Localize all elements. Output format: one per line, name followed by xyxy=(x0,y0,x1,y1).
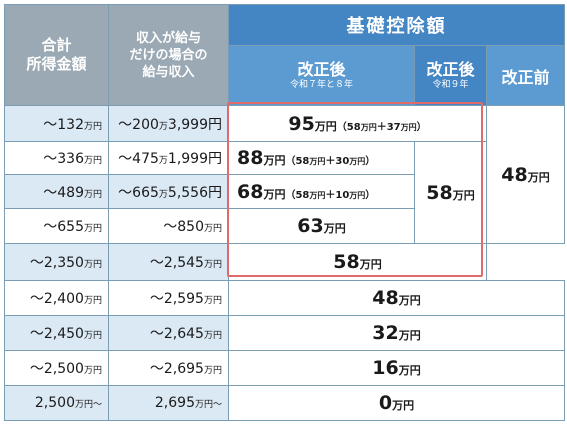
deduction-63: 63万円 xyxy=(228,208,415,245)
table-row: ～489万円 ～665万5,556円 68万円（58万円＋10万円） xyxy=(4,174,565,210)
salary-cell: ～2,695万円 xyxy=(108,349,229,386)
basic-deduction-table: 合計 所得金額 収入が給与 だけの場合の 給与収入 基礎控除額 改正後 令和７年… xyxy=(4,3,566,422)
header-salary-income: 収入が給与 だけの場合の 給与収入 xyxy=(108,3,229,107)
income-cell: ～132万円 xyxy=(4,105,109,143)
income-cell: ～2,400万円 xyxy=(4,279,109,316)
income-cell: ～655万円 xyxy=(4,208,109,245)
deduction-58-wide: 58万円 xyxy=(228,243,487,281)
header-basic-deduction: 基礎控除額 xyxy=(227,3,566,47)
income-cell: ～336万円 xyxy=(4,141,109,176)
table-row: ～132万円 ～200万3,999円 95万円（58万円＋37万円） 48万円 xyxy=(4,105,566,245)
deduction-prev-48: 48万円 xyxy=(485,105,566,245)
income-cell: ～2,450万円 xyxy=(4,314,109,351)
header-row-2: 改正後 令和７年と８年 改正後 令和９年 改正前 xyxy=(5,45,566,107)
header-before: 改正前 xyxy=(485,45,566,107)
table-row: ～2,500万円 ～2,695万円 16万円 xyxy=(4,349,566,386)
deduction-16: 16万円 xyxy=(227,349,566,386)
deduction-0: 0万円 xyxy=(227,384,566,422)
table-row: 2,500万円～ 2,695万円～ 0万円 xyxy=(4,384,566,422)
deduction-68: 68万円（58万円＋10万円） xyxy=(228,174,415,210)
salary-cell: ～2,545万円 xyxy=(108,243,229,281)
deduction-r9-58: 58万円 xyxy=(414,141,487,245)
after-r7-note: 令和７年と８年 xyxy=(289,79,353,90)
salary-cell: ～2,595万円 xyxy=(108,279,229,316)
salary-cell: ～850万円 xyxy=(108,208,229,245)
salary-cell: ～665万5,556円 xyxy=(108,174,229,210)
header-after-r7-r8: 改正後 令和７年と８年 xyxy=(228,45,415,107)
after-r9-label: 改正後 xyxy=(426,59,475,79)
header-row-1: 合計 所得金額 収入が給与 だけの場合の 給与収入 基礎控除額 xyxy=(4,3,566,107)
header-total-income: 合計 所得金額 xyxy=(4,3,109,107)
header-after-r9: 改正後 令和９年 xyxy=(414,45,487,107)
salary-cell: ～2,645万円 xyxy=(108,314,229,351)
table-row: ～2,350万円 ～2,545万円 58万円 xyxy=(4,243,565,281)
table-row: ～2,400万円 ～2,595万円 48万円 xyxy=(4,279,566,316)
table-row: ～2,450万円 ～2,645万円 32万円 xyxy=(4,314,566,351)
income-cell: ～2,500万円 xyxy=(4,349,109,386)
salary-cell: ～475万1,999円 xyxy=(108,141,229,176)
deduction-95: 95万円（58万円＋37万円） xyxy=(228,105,487,143)
income-cell: ～489万円 xyxy=(4,174,109,210)
deduction-48: 48万円 xyxy=(227,279,566,316)
deduction-88: 88万円（58万円＋30万円） xyxy=(228,141,415,176)
after-r9-note: 令和９年 xyxy=(432,79,469,90)
income-cell: 2,500万円～ xyxy=(4,384,109,422)
salary-cell: ～200万3,999円 xyxy=(108,105,229,143)
table-row: ～336万円 ～475万1,999円 88万円（58万円＋30万円） 58万円 xyxy=(4,141,565,245)
deduction-32: 32万円 xyxy=(227,314,566,351)
after-r7-label: 改正後 xyxy=(297,59,346,79)
salary-cell: 2,695万円～ xyxy=(108,384,229,422)
income-cell: ～2,350万円 xyxy=(4,243,109,281)
